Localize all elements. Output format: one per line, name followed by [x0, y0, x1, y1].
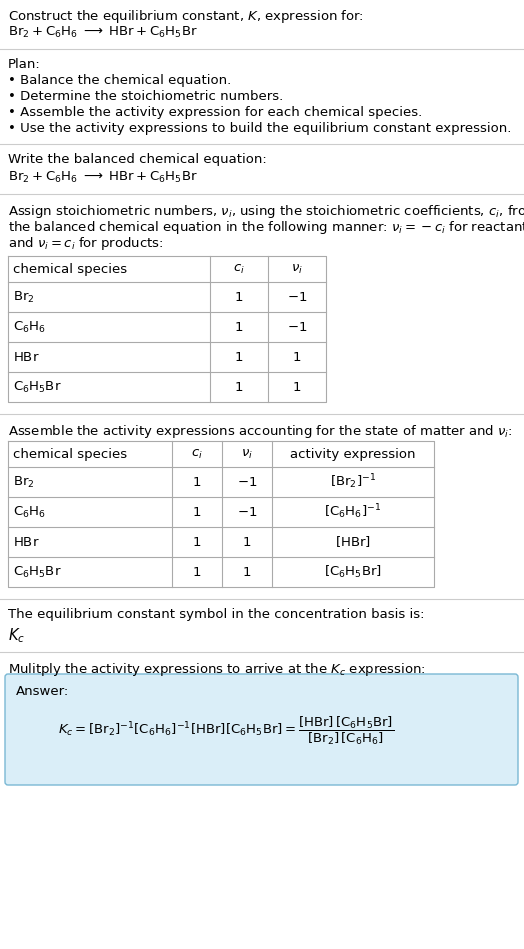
- Text: Construct the equilibrium constant, $K$, expression for:: Construct the equilibrium constant, $K$,…: [8, 8, 364, 25]
- Text: $[\mathrm{C_6H_5Br}]$: $[\mathrm{C_6H_5Br}]$: [324, 564, 382, 580]
- Text: activity expression: activity expression: [290, 448, 416, 460]
- Text: $-1$: $-1$: [237, 475, 257, 489]
- Text: $1$: $1$: [292, 350, 302, 363]
- FancyBboxPatch shape: [5, 674, 518, 785]
- Text: 1: 1: [235, 290, 243, 304]
- Text: $-1$: $-1$: [287, 321, 307, 333]
- Text: chemical species: chemical species: [13, 263, 127, 275]
- Text: $\nu_i$: $\nu_i$: [291, 263, 303, 275]
- Text: $\mathrm{HBr}$: $\mathrm{HBr}$: [13, 535, 40, 549]
- Text: $1$: $1$: [243, 566, 252, 579]
- Text: $[\mathrm{C_6H_6}]^{-1}$: $[\mathrm{C_6H_6}]^{-1}$: [324, 503, 381, 521]
- Text: $\mathrm{Br_2}$: $\mathrm{Br_2}$: [13, 289, 35, 305]
- Text: • Balance the chemical equation.: • Balance the chemical equation.: [8, 74, 231, 87]
- Bar: [8, 441, 434, 587]
- Text: $K_c$: $K_c$: [8, 626, 25, 644]
- Text: $c_i$: $c_i$: [233, 263, 245, 275]
- Bar: [8, 256, 326, 402]
- Text: $K_c = [\mathrm{Br_2}]^{-1}[\mathrm{C_6H_6}]^{-1}[\mathrm{HBr}][\mathrm{C_6H_5Br: $K_c = [\mathrm{Br_2}]^{-1}[\mathrm{C_6H…: [58, 715, 394, 747]
- Text: $-1$: $-1$: [287, 290, 307, 304]
- Text: $\mathrm{C_6H_5Br}$: $\mathrm{C_6H_5Br}$: [13, 565, 62, 580]
- Text: 1: 1: [193, 535, 201, 549]
- Text: $\mathrm{Br_2 + C_6H_6 \;\longrightarrow\; HBr + C_6H_5Br}$: $\mathrm{Br_2 + C_6H_6 \;\longrightarrow…: [8, 25, 198, 40]
- Text: 1: 1: [193, 506, 201, 518]
- Text: $\mathrm{C_6H_6}$: $\mathrm{C_6H_6}$: [13, 320, 46, 335]
- Text: Assign stoichiometric numbers, $\nu_i$, using the stoichiometric coefficients, $: Assign stoichiometric numbers, $\nu_i$, …: [8, 203, 524, 220]
- Text: 1: 1: [193, 475, 201, 489]
- Text: • Determine the stoichiometric numbers.: • Determine the stoichiometric numbers.: [8, 90, 283, 103]
- Text: $\mathrm{HBr}$: $\mathrm{HBr}$: [13, 350, 40, 363]
- Text: $\nu_i$: $\nu_i$: [241, 447, 253, 460]
- Text: Answer:: Answer:: [16, 685, 69, 698]
- Text: • Use the activity expressions to build the equilibrium constant expression.: • Use the activity expressions to build …: [8, 122, 511, 135]
- Text: the balanced chemical equation in the following manner: $\nu_i = -c_i$ for react: the balanced chemical equation in the fo…: [8, 219, 524, 236]
- Text: Plan:: Plan:: [8, 58, 41, 71]
- Text: $1$: $1$: [292, 381, 302, 394]
- Text: Mulitply the activity expressions to arrive at the $K_c$ expression:: Mulitply the activity expressions to arr…: [8, 661, 426, 678]
- Text: $c_i$: $c_i$: [191, 447, 203, 460]
- Text: chemical species: chemical species: [13, 448, 127, 460]
- Text: $-1$: $-1$: [237, 506, 257, 518]
- Text: 1: 1: [235, 381, 243, 394]
- Text: Assemble the activity expressions accounting for the state of matter and $\nu_i$: Assemble the activity expressions accoun…: [8, 423, 512, 440]
- Text: $1$: $1$: [243, 535, 252, 549]
- Text: 1: 1: [193, 566, 201, 579]
- Text: $\mathrm{Br_2}$: $\mathrm{Br_2}$: [13, 474, 35, 490]
- Text: Write the balanced chemical equation:: Write the balanced chemical equation:: [8, 153, 267, 166]
- Text: 1: 1: [235, 321, 243, 333]
- Text: $[\mathrm{HBr}]$: $[\mathrm{HBr}]$: [335, 534, 371, 549]
- Text: $\mathrm{Br_2 + C_6H_6 \;\longrightarrow\; HBr + C_6H_5Br}$: $\mathrm{Br_2 + C_6H_6 \;\longrightarrow…: [8, 170, 198, 185]
- Text: The equilibrium constant symbol in the concentration basis is:: The equilibrium constant symbol in the c…: [8, 608, 424, 621]
- Text: $\mathrm{C_6H_6}$: $\mathrm{C_6H_6}$: [13, 505, 46, 519]
- Text: $[\mathrm{Br_2}]^{-1}$: $[\mathrm{Br_2}]^{-1}$: [330, 473, 376, 492]
- Text: and $\nu_i = c_i$ for products:: and $\nu_i = c_i$ for products:: [8, 235, 163, 252]
- Text: • Assemble the activity expression for each chemical species.: • Assemble the activity expression for e…: [8, 106, 422, 119]
- Text: $\mathrm{C_6H_5Br}$: $\mathrm{C_6H_5Br}$: [13, 380, 62, 395]
- Text: 1: 1: [235, 350, 243, 363]
